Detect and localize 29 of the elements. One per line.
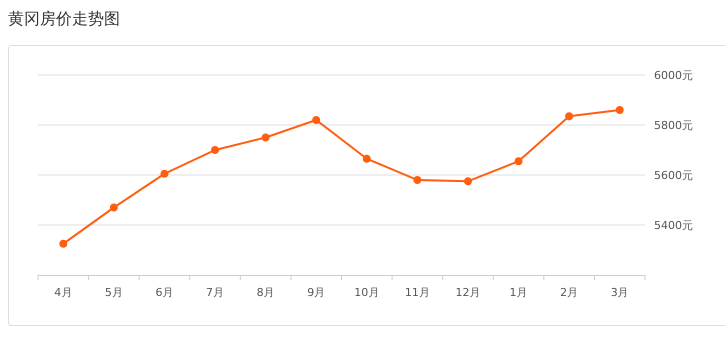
x-tick-label: 10月 — [354, 286, 380, 299]
point — [514, 157, 523, 166]
point — [211, 146, 220, 154]
chart-title: 黄冈房价走势图 — [8, 9, 120, 28]
y-tick-label: 5600元 — [654, 169, 693, 182]
x-tick-label: 7月 — [206, 286, 224, 299]
x-tick-label: 1月 — [510, 286, 528, 299]
x-tick-label: 12月 — [455, 286, 480, 299]
x-tick-label: 5月 — [104, 286, 123, 299]
y-tick-label: 5400元 — [654, 219, 693, 232]
x-tick-label: 8月 — [256, 286, 275, 299]
point — [110, 204, 118, 212]
point — [312, 116, 320, 124]
point — [362, 154, 371, 163]
y-tick-label: 6000元 — [654, 69, 693, 82]
point — [413, 176, 422, 184]
point — [616, 106, 624, 114]
x-tick-label: 11月 — [404, 286, 430, 299]
point — [565, 112, 574, 120]
point — [160, 170, 168, 178]
x-tick-label: 2月 — [560, 286, 578, 299]
x-tick-label: 6月 — [155, 286, 174, 299]
x-tick-label: 4月 — [54, 286, 72, 299]
point — [262, 134, 270, 142]
x-tick-label: 3月 — [610, 286, 629, 299]
x-tick-label: 9月 — [307, 286, 326, 299]
y-tick-label: 5800元 — [654, 119, 693, 132]
point — [59, 240, 68, 248]
point — [464, 177, 472, 186]
